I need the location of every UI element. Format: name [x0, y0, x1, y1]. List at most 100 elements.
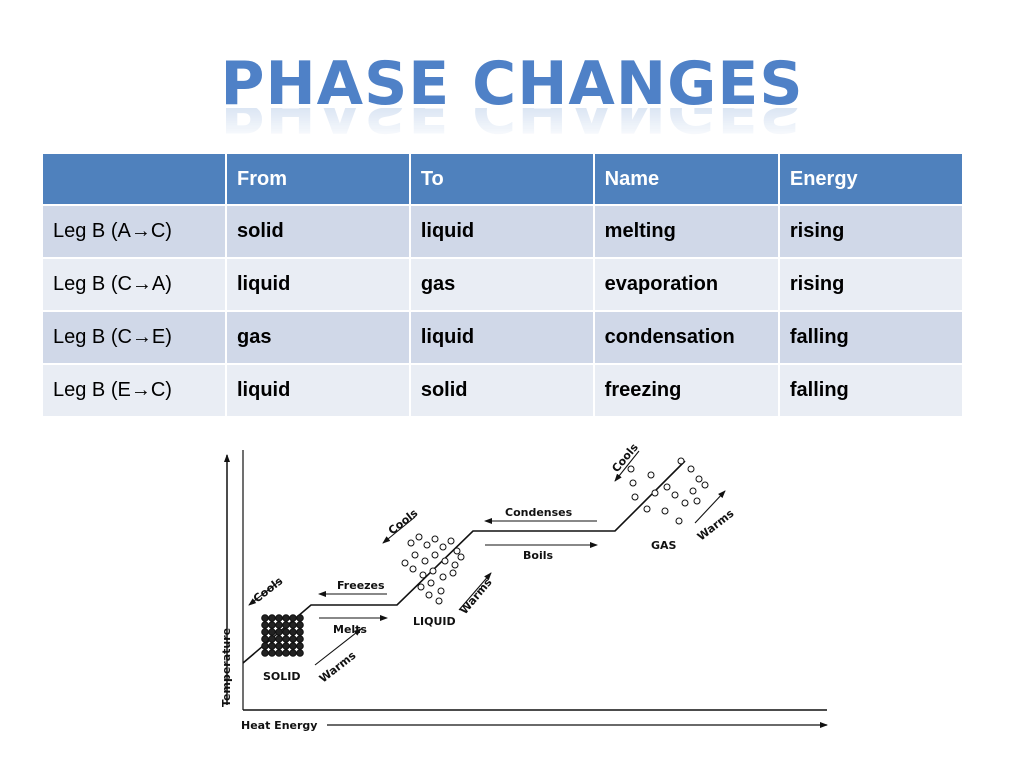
gas-particle [677, 457, 685, 465]
liquid-particle [457, 553, 465, 561]
header-to: To [410, 154, 595, 206]
warms-liquid-arrow [458, 572, 492, 611]
solid-particle [289, 614, 297, 622]
solid-particle [268, 621, 276, 629]
gas-label: GAS [651, 539, 677, 552]
solid-particle [289, 642, 297, 650]
gas-particle [643, 505, 651, 513]
solid-particle [261, 635, 269, 643]
cell-to: solid [410, 365, 595, 418]
solid-particle [282, 628, 290, 636]
liquid-particle [409, 565, 417, 573]
cools-solid-arrow [248, 579, 282, 606]
liquid-particle [435, 597, 443, 605]
gas-particle [671, 491, 679, 499]
gas-particles [627, 457, 709, 525]
liquid-particles [401, 533, 465, 605]
solid-particle [275, 628, 283, 636]
warms-gas-arrow [694, 490, 726, 524]
gas-particle [695, 475, 703, 483]
phase-changes-table: From To Name Energy Leg B (A→C) solid li… [43, 154, 964, 418]
gas-particle [629, 479, 637, 487]
solid-particle [289, 621, 297, 629]
liquid-particle [439, 573, 447, 581]
solid-particle [289, 649, 297, 657]
liquid-particle [431, 535, 439, 543]
gas-particle [701, 481, 709, 489]
gas-particle [675, 517, 683, 525]
solid-particle [282, 642, 290, 650]
header-from: From [226, 154, 411, 206]
heating-curve-diagram: Temperature Heat Energy Cools SOLID Warm… [215, 441, 835, 745]
y-axis-label: Temperature [220, 628, 233, 707]
cell-from: liquid [226, 365, 411, 418]
solid-particle [289, 628, 297, 636]
solid-particle [261, 642, 269, 650]
table-row: Leg B (E→C) liquid solid freezing fallin… [43, 365, 964, 418]
header-name: Name [594, 154, 780, 206]
gas-particle [681, 499, 689, 507]
solid-particle [261, 649, 269, 657]
x-axis-label: Heat Energy [241, 719, 317, 732]
gas-particle [647, 471, 655, 479]
cools-liquid-arrow [382, 516, 416, 544]
solid-particle [261, 621, 269, 629]
liquid-particle [423, 541, 431, 549]
warms-solid-arrow [314, 628, 362, 666]
cell-from: solid [226, 206, 411, 259]
solid-particle [275, 614, 283, 622]
gas-particle [651, 489, 659, 497]
liquid-particle [419, 571, 427, 579]
header-energy: Energy [779, 154, 964, 206]
header-empty [43, 154, 227, 206]
heating-curve-line [242, 460, 686, 664]
freezes-label: Freezes [337, 579, 385, 592]
solid-particle [275, 642, 283, 650]
liquid-particle [449, 569, 457, 577]
liquid-particle [451, 561, 459, 569]
solid-particle [268, 635, 276, 643]
solid-particle [275, 649, 283, 657]
cell-name: condensation [594, 312, 780, 365]
solid-particle [282, 635, 290, 643]
solid-particle [282, 649, 290, 657]
gas-particle [687, 465, 695, 473]
solid-particle [282, 621, 290, 629]
table-header-row: From To Name Energy [43, 154, 964, 206]
table-row: Leg B (C→E) gas liquid condensation fall… [43, 312, 964, 365]
solid-particle [296, 642, 304, 650]
warms-liquid-label: Warms [457, 576, 495, 617]
heating-curve-svg: Temperature Heat Energy Cools SOLID Warm… [220, 441, 828, 732]
table-row: Leg B (C→A) liquid gas evaporation risin… [43, 259, 964, 312]
page-title: PHASE CHANGES [220, 49, 804, 119]
title-block: PHASE CHANGES PHASE CHANGES [0, 52, 1024, 142]
solid-particles [261, 614, 304, 657]
solid-particle [296, 628, 304, 636]
liquid-particle [429, 567, 437, 575]
condenses-label: Condenses [505, 506, 573, 519]
row-leg: Leg B (E→C) [43, 365, 227, 418]
solid-particle [289, 635, 297, 643]
liquid-particle [427, 579, 435, 587]
cell-name: freezing [594, 365, 780, 418]
solid-particle [296, 635, 304, 643]
melts-label: Melts [333, 623, 367, 636]
solid-particle [261, 628, 269, 636]
liquid-particle [411, 551, 419, 559]
cools-liquid-label: Cools [386, 506, 421, 537]
cell-from: gas [226, 312, 411, 365]
gas-particle [627, 465, 635, 473]
liquid-particle [421, 557, 429, 565]
liquid-particle [407, 539, 415, 547]
cell-to: liquid [410, 206, 595, 259]
cell-name: melting [594, 206, 780, 259]
liquid-particle [447, 537, 455, 545]
solid-label: SOLID [263, 670, 301, 683]
row-leg: Leg B (C→A) [43, 259, 227, 312]
title-reflection: PHASE CHANGES [0, 108, 1024, 142]
warms-gas-label: Warms [695, 507, 737, 544]
solid-particle [282, 614, 290, 622]
liquid-particle [401, 559, 409, 567]
liquid-particle [425, 591, 433, 599]
liquid-label: LIQUID [413, 615, 456, 628]
